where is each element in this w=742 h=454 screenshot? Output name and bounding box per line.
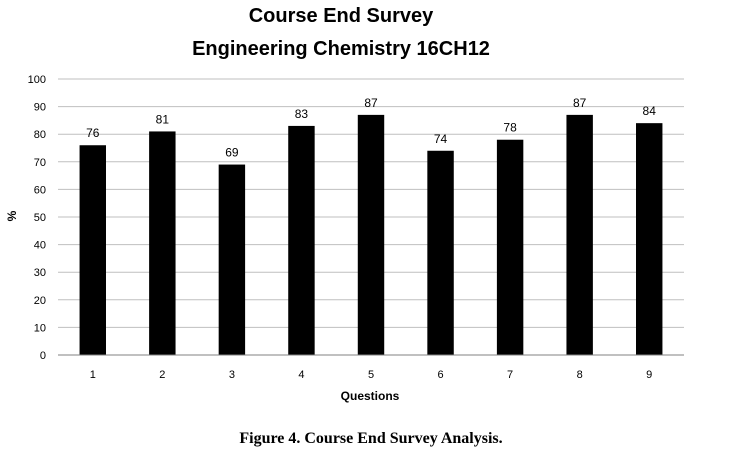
x-tick-label: 6: [437, 369, 443, 381]
data-label: 87: [573, 96, 587, 110]
x-tick-label: 2: [159, 369, 165, 381]
bar: [427, 150, 454, 355]
x-tick-label: 7: [507, 369, 513, 381]
bar: [636, 123, 663, 355]
bars: [79, 114, 663, 355]
bar: [218, 164, 246, 355]
bar: [79, 145, 106, 355]
y-axis-label: %: [5, 210, 19, 221]
x-tick-label: 9: [646, 369, 652, 381]
data-label: 83: [295, 107, 309, 121]
x-tick-label: 3: [229, 369, 235, 381]
bar: [149, 131, 176, 355]
y-tick-label: 0: [40, 350, 46, 362]
bar: [566, 114, 593, 355]
chart: Course End Survey Engineering Chemistry …: [5, 5, 684, 403]
x-tick-label: 1: [90, 369, 96, 381]
bar: [288, 125, 315, 355]
y-tick-label: 80: [34, 129, 46, 141]
data-label: 74: [434, 132, 448, 146]
data-label: 87: [364, 96, 378, 110]
y-tick-label: 50: [34, 212, 46, 224]
data-label: 69: [225, 146, 239, 160]
y-tick-label: 30: [34, 267, 46, 279]
y-tick-label: 70: [34, 157, 46, 169]
bar: [496, 139, 524, 355]
x-tick-label: 8: [577, 369, 583, 381]
figure-caption: Figure 4. Course End Survey Analysis.: [239, 430, 503, 447]
x-tick-label: 5: [368, 369, 374, 381]
x-tick-label: 4: [298, 369, 304, 381]
chart-title: Course End Survey: [249, 5, 434, 27]
data-label: 76: [86, 126, 100, 140]
y-tick-label: 90: [34, 102, 46, 114]
data-label: 78: [503, 121, 517, 135]
data-label: 84: [643, 104, 657, 118]
y-tick-label: 10: [34, 322, 46, 334]
y-tick-label: 100: [28, 74, 46, 86]
chart-subtitle: Engineering Chemistry 16CH12: [192, 38, 490, 60]
y-tick-label: 20: [34, 295, 46, 307]
y-axis-ticks: 0 10 20 30 40 50 60 70 80 90 100: [28, 74, 46, 362]
x-axis-label: Questions: [341, 389, 400, 403]
y-tick-label: 60: [34, 184, 46, 196]
y-tick-label: 40: [34, 240, 46, 252]
data-labels: 76 81 69 83 87 74 78 87 84: [86, 96, 656, 160]
data-label: 81: [156, 112, 170, 126]
x-axis-ticks: 1 2 3 4 5 6 7 8 9: [90, 369, 653, 381]
bar: [357, 114, 385, 355]
